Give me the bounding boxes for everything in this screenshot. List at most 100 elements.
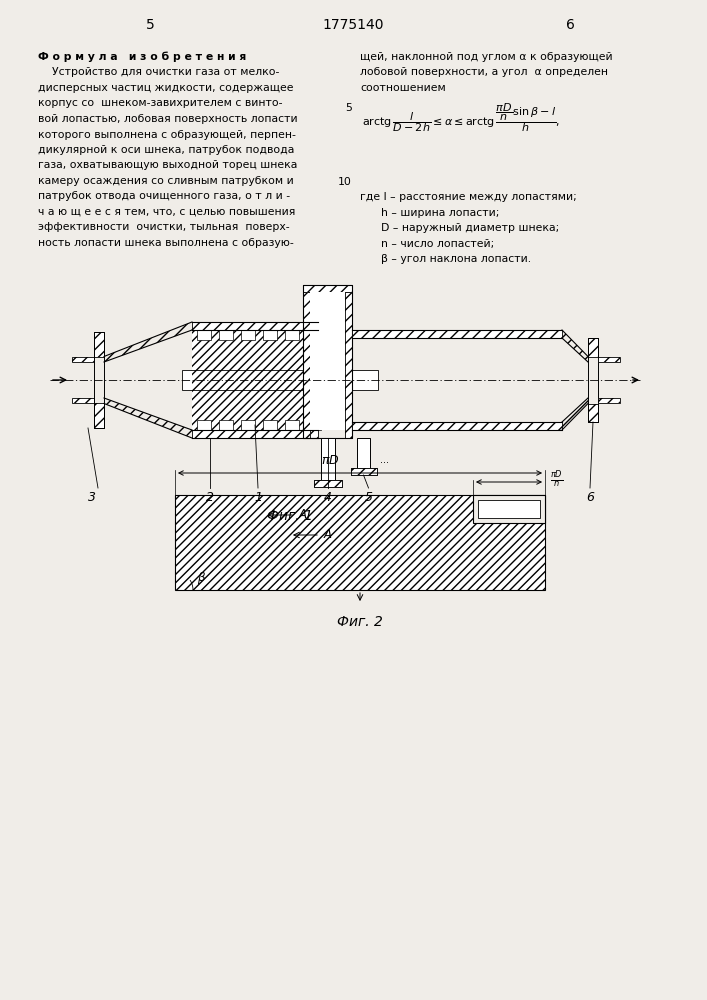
Text: ч а ю щ е е с я тем, что, с целью повышения: ч а ю щ е е с я тем, что, с целью повыше… bbox=[38, 207, 296, 217]
Text: газа, охватывающую выходной торец шнека: газа, охватывающую выходной торец шнека bbox=[38, 160, 298, 170]
Text: 10: 10 bbox=[338, 177, 352, 187]
Bar bbox=[598, 398, 620, 403]
Text: h – ширина лопасти;: h – ширина лопасти; bbox=[360, 208, 499, 218]
Text: 4: 4 bbox=[324, 491, 332, 504]
Bar bbox=[192, 330, 318, 430]
Bar bbox=[313, 480, 341, 487]
Text: ность лопасти шнека выполнена с образую-: ность лопасти шнека выполнена с образую- bbox=[38, 238, 293, 248]
Text: соотношением: соотношением bbox=[360, 83, 445, 93]
Bar bbox=[313, 480, 341, 487]
Bar bbox=[320, 438, 334, 480]
Bar bbox=[94, 332, 104, 428]
Text: Устройство для очистки газа от мелко-: Устройство для очистки газа от мелко- bbox=[38, 67, 279, 77]
Bar bbox=[263, 420, 277, 430]
Bar bbox=[303, 285, 352, 292]
Bar bbox=[72, 357, 94, 362]
Bar bbox=[192, 322, 318, 330]
Bar bbox=[588, 338, 598, 422]
Text: A: A bbox=[324, 528, 332, 542]
Text: $\frac{\pi D}{n}$: $\frac{\pi D}{n}$ bbox=[550, 470, 563, 490]
Text: эффективности  очистки, тыльная  поверх-: эффективности очистки, тыльная поверх- bbox=[38, 223, 290, 232]
Bar bbox=[94, 403, 104, 428]
Bar bbox=[72, 398, 94, 403]
Bar bbox=[345, 292, 352, 438]
Text: 6: 6 bbox=[566, 18, 574, 32]
Bar bbox=[303, 285, 352, 438]
Text: щей, наклонной под углом α к образующей: щей, наклонной под углом α к образующей bbox=[360, 52, 613, 62]
Bar bbox=[182, 370, 378, 390]
Text: A: A bbox=[299, 509, 307, 522]
Bar bbox=[313, 480, 341, 487]
Bar bbox=[72, 398, 94, 403]
Bar bbox=[219, 330, 233, 340]
Text: D – наружный диаметр шнека;: D – наружный диаметр шнека; bbox=[360, 223, 559, 233]
Bar bbox=[241, 420, 255, 430]
Bar bbox=[192, 430, 318, 438]
Text: Фиг. 2: Фиг. 2 bbox=[337, 615, 383, 629]
Text: 5: 5 bbox=[345, 103, 352, 113]
Bar bbox=[352, 330, 562, 338]
Text: где l – расстояние между лопастями;: где l – расстояние между лопастями; bbox=[360, 192, 577, 202]
Bar bbox=[310, 292, 345, 430]
Bar bbox=[192, 322, 318, 330]
Bar bbox=[94, 403, 104, 428]
Bar bbox=[588, 338, 598, 357]
Text: 6: 6 bbox=[586, 491, 594, 504]
Bar bbox=[197, 420, 211, 430]
Text: корпус со  шнеком-завихрителем с винто-: корпус со шнеком-завихрителем с винто- bbox=[38, 99, 283, 108]
Bar bbox=[351, 468, 377, 475]
Text: 5: 5 bbox=[365, 491, 373, 504]
Bar bbox=[598, 357, 620, 362]
Bar bbox=[241, 330, 255, 340]
Text: Ф о р м у л а   и з о б р е т е н и я: Ф о р м у л а и з о б р е т е н и я bbox=[38, 52, 246, 62]
Text: n – число лопастей;: n – число лопастей; bbox=[360, 238, 494, 248]
Text: 5: 5 bbox=[146, 18, 154, 32]
Text: Фиг. 1: Фиг. 1 bbox=[267, 509, 313, 523]
Bar bbox=[588, 338, 598, 357]
Bar bbox=[94, 332, 104, 357]
Bar bbox=[192, 430, 318, 438]
Bar bbox=[303, 285, 352, 292]
Bar bbox=[285, 420, 299, 430]
Bar bbox=[219, 420, 233, 430]
Bar bbox=[598, 357, 620, 362]
Text: дисперсных частиц жидкости, содержащее: дисперсных частиц жидкости, содержащее bbox=[38, 83, 293, 93]
Text: ...: ... bbox=[380, 455, 389, 465]
Bar bbox=[352, 422, 562, 430]
Bar bbox=[351, 468, 377, 475]
Bar bbox=[175, 495, 545, 590]
Text: патрубок отвода очищенного газа, о т л и -: патрубок отвода очищенного газа, о т л и… bbox=[38, 191, 290, 201]
Bar bbox=[588, 403, 598, 422]
Bar bbox=[352, 422, 562, 430]
Bar bbox=[72, 357, 94, 362]
Text: 1775140: 1775140 bbox=[323, 18, 384, 32]
Bar bbox=[197, 330, 211, 340]
Bar bbox=[357, 438, 370, 468]
Text: $\pi D$: $\pi D$ bbox=[321, 454, 339, 467]
Bar bbox=[352, 330, 562, 338]
Text: вой лопастью, лобовая поверхность лопасти: вой лопастью, лобовая поверхность лопаст… bbox=[38, 114, 298, 124]
Text: $\mathrm{arctg}\,\dfrac{l}{D-2h}\leq\alpha\leq\mathrm{arctg}\,\dfrac{\dfrac{\pi : $\mathrm{arctg}\,\dfrac{l}{D-2h}\leq\alp… bbox=[362, 102, 560, 134]
Bar bbox=[351, 468, 377, 475]
Bar bbox=[307, 420, 321, 430]
Text: 1: 1 bbox=[254, 491, 262, 504]
Bar bbox=[285, 330, 299, 340]
Bar bbox=[598, 398, 620, 403]
Bar bbox=[192, 330, 318, 430]
Bar bbox=[345, 292, 352, 438]
Bar bbox=[263, 330, 277, 340]
Text: которого выполнена с образующей, перпен-: которого выполнена с образующей, перпен- bbox=[38, 129, 296, 139]
Bar bbox=[473, 495, 545, 523]
Text: $\beta$: $\beta$ bbox=[197, 570, 206, 586]
Bar bbox=[307, 330, 321, 340]
Text: 3: 3 bbox=[88, 491, 96, 504]
Text: лобовой поверхности, а угол  α определен: лобовой поверхности, а угол α определен bbox=[360, 67, 608, 77]
Text: 2: 2 bbox=[206, 491, 214, 504]
Text: дикулярной к оси шнека, патрубок подвода: дикулярной к оси шнека, патрубок подвода bbox=[38, 145, 294, 155]
Bar bbox=[303, 292, 310, 438]
Bar bbox=[478, 500, 540, 518]
Bar bbox=[588, 403, 598, 422]
Bar bbox=[94, 332, 104, 357]
Bar bbox=[175, 495, 545, 590]
Text: камеру осаждения со сливным патрубком и: камеру осаждения со сливным патрубком и bbox=[38, 176, 293, 186]
